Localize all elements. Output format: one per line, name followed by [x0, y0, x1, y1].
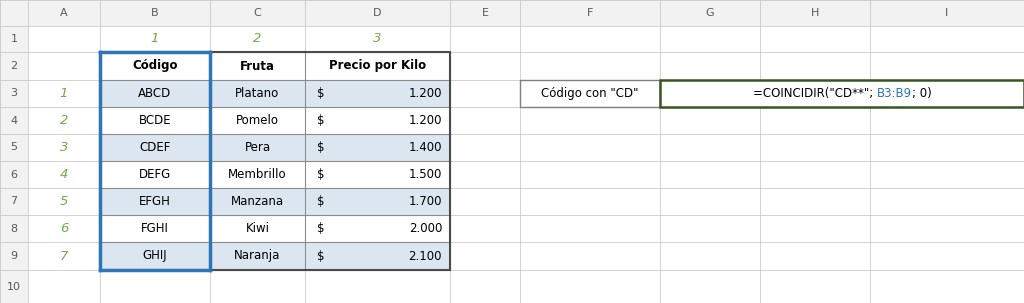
Bar — [0, 0, 1024, 26]
Text: 1.400: 1.400 — [409, 141, 442, 154]
Text: Fruta: Fruta — [240, 59, 275, 72]
Text: Pera: Pera — [245, 141, 270, 154]
Text: 3: 3 — [374, 32, 382, 45]
Text: F: F — [587, 8, 593, 18]
Bar — [0, 0, 28, 303]
Text: 6: 6 — [59, 222, 69, 235]
Text: 1.200: 1.200 — [409, 114, 442, 127]
Text: 10: 10 — [7, 281, 22, 291]
Text: BCDE: BCDE — [138, 114, 171, 127]
Text: ABCD: ABCD — [138, 87, 172, 100]
Bar — [100, 52, 450, 270]
Text: 7: 7 — [10, 197, 17, 207]
Text: CDEF: CDEF — [139, 141, 171, 154]
Text: 2: 2 — [59, 114, 69, 127]
Text: Pomelo: Pomelo — [236, 114, 279, 127]
Bar — [100, 107, 450, 134]
Bar — [100, 134, 450, 161]
Text: I: I — [945, 8, 948, 18]
Text: 1.200: 1.200 — [409, 87, 442, 100]
Bar — [100, 242, 450, 270]
Text: $: $ — [317, 168, 325, 181]
Text: $: $ — [317, 141, 325, 154]
Text: 3: 3 — [10, 88, 17, 98]
Text: H: H — [811, 8, 819, 18]
Text: $: $ — [317, 114, 325, 127]
Text: $: $ — [317, 249, 325, 262]
Text: 2.100: 2.100 — [409, 249, 442, 262]
Text: GHIJ: GHIJ — [142, 249, 167, 262]
Bar — [100, 52, 450, 80]
Text: 1.700: 1.700 — [409, 195, 442, 208]
Text: $: $ — [317, 195, 325, 208]
Text: 8: 8 — [10, 224, 17, 234]
Text: Manzana: Manzana — [231, 195, 284, 208]
Text: 4: 4 — [59, 168, 69, 181]
Text: 6: 6 — [10, 169, 17, 179]
Text: 4: 4 — [10, 115, 17, 125]
Text: 5: 5 — [10, 142, 17, 152]
Bar — [100, 215, 450, 242]
Text: Membrillo: Membrillo — [228, 168, 287, 181]
Text: 9: 9 — [10, 251, 17, 261]
Text: Código con "CD": Código con "CD" — [542, 87, 639, 100]
Text: Precio por Kilo: Precio por Kilo — [329, 59, 426, 72]
Text: Platano: Platano — [236, 87, 280, 100]
Text: 1: 1 — [151, 32, 159, 45]
Text: 7: 7 — [59, 249, 69, 262]
Text: 3: 3 — [59, 141, 69, 154]
Text: Código: Código — [132, 59, 178, 72]
Text: ; 0): ; 0) — [911, 87, 932, 100]
Text: 5: 5 — [59, 195, 69, 208]
Text: 2: 2 — [10, 61, 17, 71]
Text: 2: 2 — [253, 32, 262, 45]
Text: 2.000: 2.000 — [409, 222, 442, 235]
Text: EFGH: EFGH — [139, 195, 171, 208]
Text: FGHI: FGHI — [141, 222, 169, 235]
Text: C: C — [254, 8, 261, 18]
Text: Kiwi: Kiwi — [246, 222, 269, 235]
Text: 1: 1 — [59, 87, 69, 100]
Text: $: $ — [317, 222, 325, 235]
Bar — [100, 80, 450, 107]
Text: $: $ — [317, 87, 325, 100]
Text: B: B — [152, 8, 159, 18]
Text: G: G — [706, 8, 715, 18]
Bar — [520, 80, 660, 107]
Bar — [100, 188, 450, 215]
Text: =COINCIDIR("CD**";: =COINCIDIR("CD**"; — [753, 87, 877, 100]
Text: Naranja: Naranja — [234, 249, 281, 262]
Text: B3:B9: B3:B9 — [877, 87, 911, 100]
Bar — [660, 80, 1024, 107]
Bar — [100, 161, 450, 188]
Text: DEFG: DEFG — [139, 168, 171, 181]
Text: 1.500: 1.500 — [409, 168, 442, 181]
Text: D: D — [374, 8, 382, 18]
Text: E: E — [481, 8, 488, 18]
Text: A: A — [60, 8, 68, 18]
Text: 1: 1 — [10, 34, 17, 44]
